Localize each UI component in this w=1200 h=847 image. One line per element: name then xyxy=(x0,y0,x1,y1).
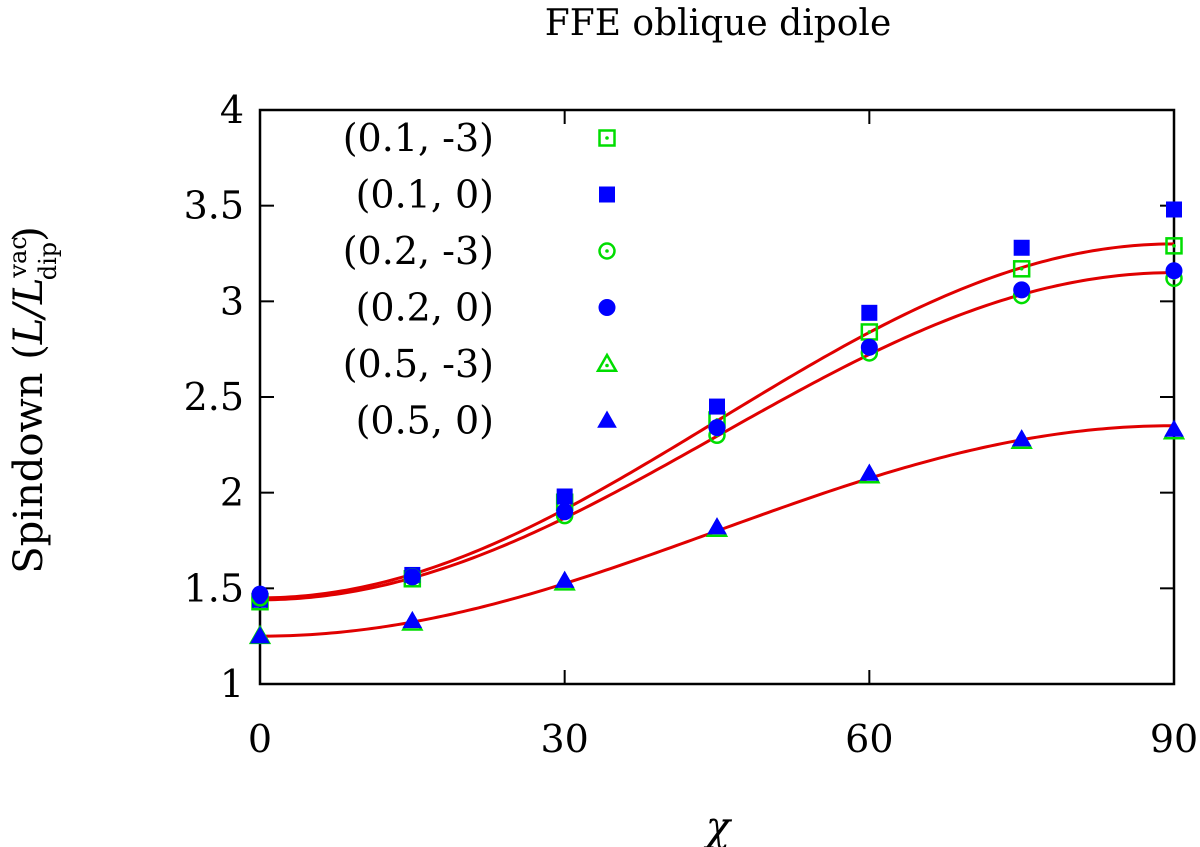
legend-marker xyxy=(598,242,616,260)
legend-label: (0.5, 0) xyxy=(356,399,494,443)
y-tick-label: 3.5 xyxy=(184,184,244,228)
x-tick-label: 30 xyxy=(540,717,588,761)
legend-label: (0.2, -3) xyxy=(343,229,494,273)
data-point xyxy=(556,488,573,505)
y-axis-label-sup: vac xyxy=(4,236,32,278)
data-point xyxy=(861,304,878,321)
data-point xyxy=(403,568,421,586)
data-point xyxy=(556,503,574,521)
data-point xyxy=(1011,429,1032,447)
data-point xyxy=(1012,260,1031,278)
y-axis-label: Spindown (L/Lvacdip) xyxy=(4,226,62,574)
data-point-dot xyxy=(1172,244,1176,248)
data-point xyxy=(1165,262,1183,280)
data-point xyxy=(250,626,270,644)
y-tick-label: 2 xyxy=(220,471,244,515)
data-point xyxy=(708,419,726,437)
y-tick-label: 1.5 xyxy=(184,566,244,610)
legend-marker xyxy=(599,186,615,203)
legend-marker-dot xyxy=(605,363,609,368)
legend-marker xyxy=(597,410,617,428)
data-point xyxy=(554,570,575,588)
data-point-dot xyxy=(867,330,872,334)
y-tick-label: 2.5 xyxy=(184,375,244,419)
y-axis-label-main: L/L xyxy=(6,278,52,346)
x-tick-label: 60 xyxy=(845,717,893,761)
data-point xyxy=(402,610,423,629)
legend-label: (0.1, -3) xyxy=(343,116,494,160)
legend-marker xyxy=(598,299,616,316)
data-point xyxy=(1013,281,1031,299)
x-axis-label: χ xyxy=(703,804,733,847)
series-5 xyxy=(250,419,1184,644)
data-point xyxy=(251,585,269,603)
y-axis-label-suffix: ) xyxy=(6,226,52,242)
legend-label: (0.1, 0) xyxy=(356,173,494,217)
legend-label: (0.2, 0) xyxy=(356,286,494,330)
series-3 xyxy=(251,262,1183,603)
legend-marker xyxy=(595,352,619,372)
data-point xyxy=(1164,419,1184,437)
x-tick-label: 90 xyxy=(1150,717,1198,761)
legend-marker-dot xyxy=(605,249,609,253)
data-point xyxy=(707,517,727,535)
legend: (0.1, -3) (0.1, 0) (0.2, -3) (0.2, 0) (0.5, … xyxy=(343,116,619,443)
y-tick-label: 1 xyxy=(220,662,244,706)
legend-marker-dot xyxy=(605,136,609,140)
data-point xyxy=(859,463,880,481)
y-axis-label-prefix: Spindown ( xyxy=(6,344,52,574)
data-point xyxy=(1165,237,1183,255)
x-tick-label: 0 xyxy=(248,717,272,761)
data-points xyxy=(248,201,1186,645)
y-tick-label: 3 xyxy=(220,279,244,323)
y-axis-label-sub: dip xyxy=(34,242,62,280)
axis-ticks: 0 30 60 90 1 1.5 2 2.5 3 3.5 4 xyxy=(184,88,1199,761)
data-point xyxy=(1013,239,1030,256)
data-point-dot xyxy=(1019,267,1024,271)
chart-title: FFE oblique dipole xyxy=(545,3,892,44)
data-point xyxy=(860,338,878,356)
y-tick-label: 4 xyxy=(220,88,244,132)
legend-marker xyxy=(598,129,616,147)
data-point xyxy=(709,398,725,415)
legend-label: (0.5, -3) xyxy=(343,342,494,386)
data-point xyxy=(1166,201,1182,218)
